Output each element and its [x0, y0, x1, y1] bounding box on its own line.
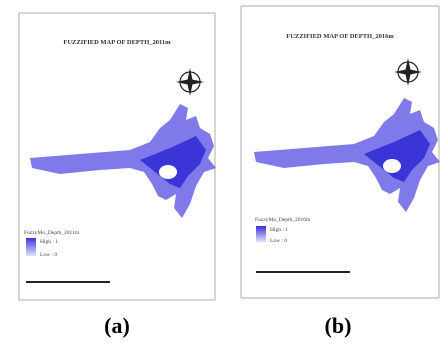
- legend-high: High : 1: [40, 239, 58, 245]
- legend-low: Low : 0: [40, 252, 57, 258]
- panel-a: FUZZIFIED MAP OF DEPTH_2011m FuzzyMo_Dep…: [18, 12, 216, 338]
- legend-ramp: [256, 226, 266, 242]
- legend-title: FuzzyMo_Depth_2016m: [255, 217, 311, 223]
- legend-title: FuzzyMo_Depth_2011m: [24, 230, 80, 236]
- map-title: FUZZIFIED MAP OF DEPTH_2011m: [63, 39, 171, 46]
- legend-high: High : 1: [270, 227, 288, 233]
- caption: (a): [104, 313, 130, 338]
- legend-low: Low : 0: [270, 238, 287, 244]
- panel-b: FUZZIFIED MAP OF DEPTH_2016m FuzzyMo_Dep…: [240, 5, 440, 338]
- caption: (b): [325, 313, 352, 338]
- map-title: FUZZIFIED MAP OF DEPTH_2016m: [286, 33, 394, 40]
- legend-ramp: [26, 238, 36, 256]
